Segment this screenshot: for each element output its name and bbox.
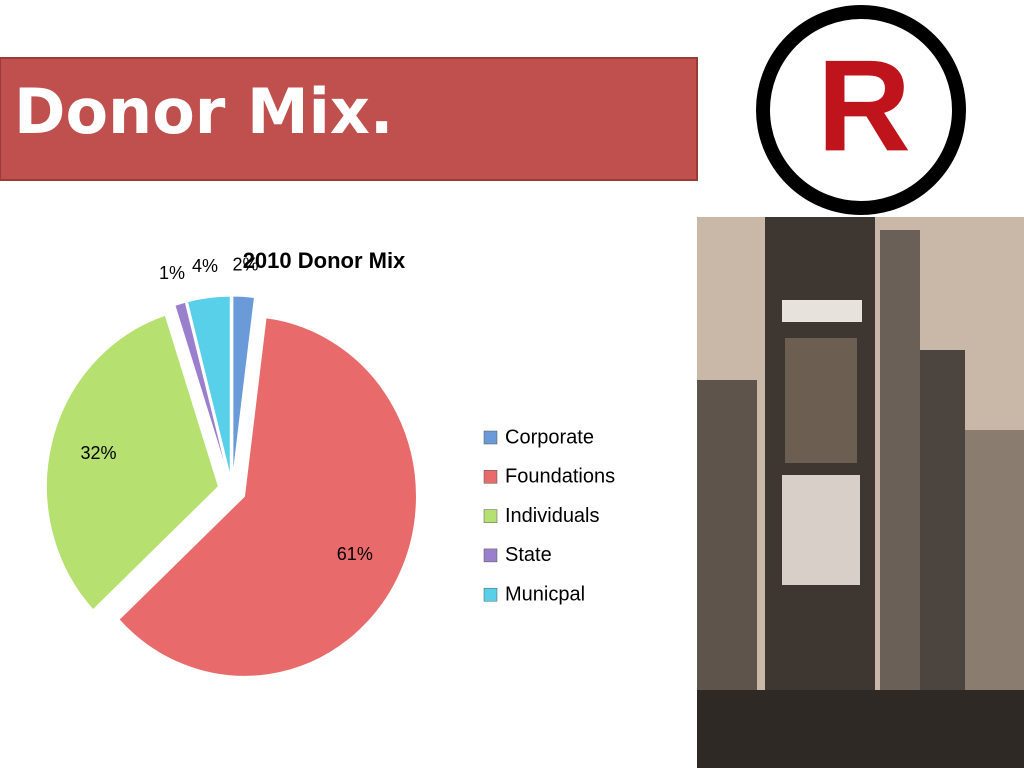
pie-slice: [118, 317, 417, 677]
legend-label: Individuals: [505, 505, 600, 527]
logo-letter: R: [817, 32, 911, 178]
legend-swatch: [483, 587, 498, 602]
data-label: 4%: [192, 256, 218, 276]
data-label: 2%: [233, 255, 259, 275]
pie-slice: [232, 295, 255, 477]
legend-label: Corporate: [505, 426, 594, 448]
title-band: [0, 57, 698, 181]
legend-swatch: [483, 509, 498, 523]
data-label: 1%: [159, 263, 185, 283]
legend-swatch: [483, 548, 498, 563]
data-label: 61%: [337, 544, 373, 564]
legend-label: Municpal: [505, 583, 585, 605]
chart-title: 2010 Donor Mix: [243, 248, 406, 273]
city-photo: [697, 217, 1024, 768]
data-label: 32%: [80, 443, 116, 463]
pie-slice: [186, 295, 231, 477]
pie-slice: [45, 314, 220, 611]
legend-swatch: [483, 470, 498, 484]
legend-label: State: [505, 544, 552, 566]
logo-ring: [756, 5, 966, 215]
slide-title: Donor Mix.: [14, 75, 393, 148]
legend-swatch: [483, 430, 498, 445]
pie-slice: [174, 301, 229, 477]
legend-label: Foundations: [505, 466, 615, 488]
